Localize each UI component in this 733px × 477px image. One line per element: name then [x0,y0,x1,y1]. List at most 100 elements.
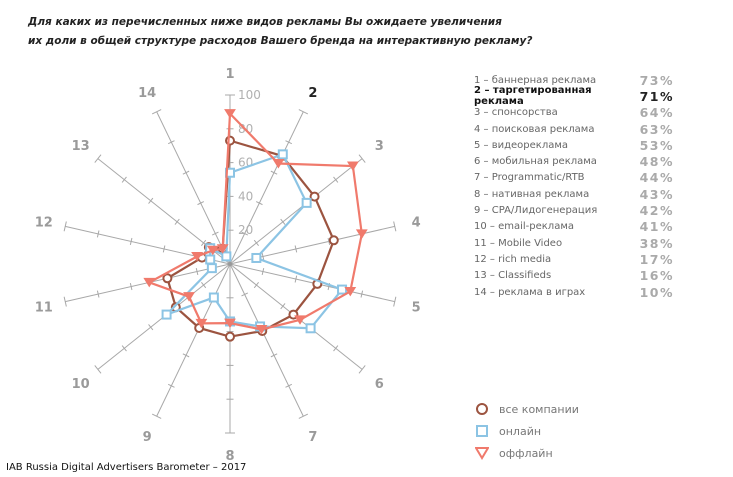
axis-tick [121,176,127,183]
axis-line [229,111,304,265]
axis-tick [261,267,265,276]
circle-marker-icon [476,403,488,415]
axis-tick [280,218,286,225]
data-point-square [301,197,312,208]
axis-label: 9 [143,430,152,445]
data-point-triangle [224,318,236,329]
axis-tick [241,231,249,236]
data-point-triangle [191,251,203,262]
data-point-circle [225,135,235,146]
legend-percent: 71% [639,88,674,104]
axis-tick [255,201,263,206]
legend-label: 1 – баннерная реклама [474,74,597,86]
data-point-square [205,254,216,265]
series-label: оффлайн [499,446,553,460]
data-point-circle [162,273,173,284]
series-line-2 [146,111,363,331]
axis-line [229,263,395,303]
legend-row: 2 – таргетированная реклама 71% [474,85,674,108]
data-point-triangle [206,245,219,256]
axis-tick [241,292,249,297]
axis-tick [148,197,154,204]
axis-label: 6 [375,377,384,392]
axis-tick [167,383,175,388]
legend-label: 6 – мобильная реклама [474,156,597,168]
data-point-triangle [183,292,195,302]
data-point-square [305,323,316,334]
legend-percent: 53% [639,137,674,153]
legend-percent: 64% [639,105,674,121]
radial-tick-label: 40 [238,189,253,203]
axis-tick [327,237,331,245]
axis-tick [94,365,102,374]
axis-tick [201,239,207,246]
center-point [228,262,232,266]
triangle-marker-icon [475,447,489,460]
axis-tick [333,345,339,352]
axis-tick [294,245,298,253]
data-point-triangle [216,244,229,254]
axis-tick [151,109,162,115]
axis-line [156,263,231,417]
axis-tick [182,170,190,175]
axis-tick [285,140,293,145]
square-marker-icon [476,425,488,437]
data-point-square [208,292,219,303]
axis-tick [393,296,397,307]
axis-label: 12 [35,216,53,231]
axis-tick [333,176,339,183]
axis-tick [294,275,298,283]
axis-tick [211,231,219,236]
axis-label: 11 [35,300,53,315]
data-point-square [161,309,172,320]
axis-tick [253,282,259,289]
data-point-circle [309,191,320,202]
axis-tick [201,282,207,289]
legend-label: 5 – видеореклама [474,139,569,151]
axis-label: 14 [138,86,156,101]
axis-tick [253,239,259,246]
axis-label: 2 [308,86,317,101]
legend-label: 10 – email-реклама [474,221,574,233]
data-point-square [277,149,288,160]
chart-title: Для каких из перечисленных ниже видов ре… [28,13,532,51]
axis-label: 1 [225,67,234,82]
legend-row: 8 – нативная реклама 43% [474,186,674,202]
legend-row: 4 – поисковая реклама 63% [474,121,674,137]
legend-percent: 73% [639,72,674,88]
legend-percent: 48% [639,154,674,170]
data-point-triangle [346,161,359,171]
legend-label: 9 – CPA/Лидогенерация [474,205,598,217]
data-point-square [251,252,262,263]
legend-row: 5 – видеореклама 53% [474,137,674,153]
axis-tick [94,154,102,163]
legend-percent: 41% [639,219,674,235]
axis-tick [195,267,199,276]
axis-tick [285,383,293,388]
series-label: онлайн [499,424,542,438]
data-point-circle [328,235,339,246]
legend-row: 1 – баннерная реклама 73% [474,72,674,88]
legend-label: 2 – таргетированная реклама [474,85,592,108]
footer-source: IAB Russia Digital Advertisers Barometer… [6,462,247,473]
data-point-triangle [195,318,208,329]
axis-label: 10 [72,377,90,392]
legend-percent: 43% [639,186,674,202]
axis-label: 4 [412,216,421,231]
axis-label: 7 [308,430,317,445]
legend-percent: 10% [639,284,674,300]
series-label: все компании [499,402,579,416]
series-legend-online: онлайн [475,420,579,442]
data-point-triangle [143,277,156,288]
axis-tick [197,201,205,206]
series-legend: все компании онлайн оффлайн [475,398,579,464]
axis-tick [270,353,278,358]
axis-tick [360,290,364,298]
axis-label: 13 [72,139,90,154]
axis-tick [63,221,67,232]
legend-row: 14 – реклама в играх 10% [474,284,674,300]
legend-label: 3 – спонсорства [474,107,558,119]
radial-tick-label: 100 [238,88,261,102]
axis-tick [167,140,175,145]
legend-row: 11 – Mobile Video 38% [474,235,674,251]
